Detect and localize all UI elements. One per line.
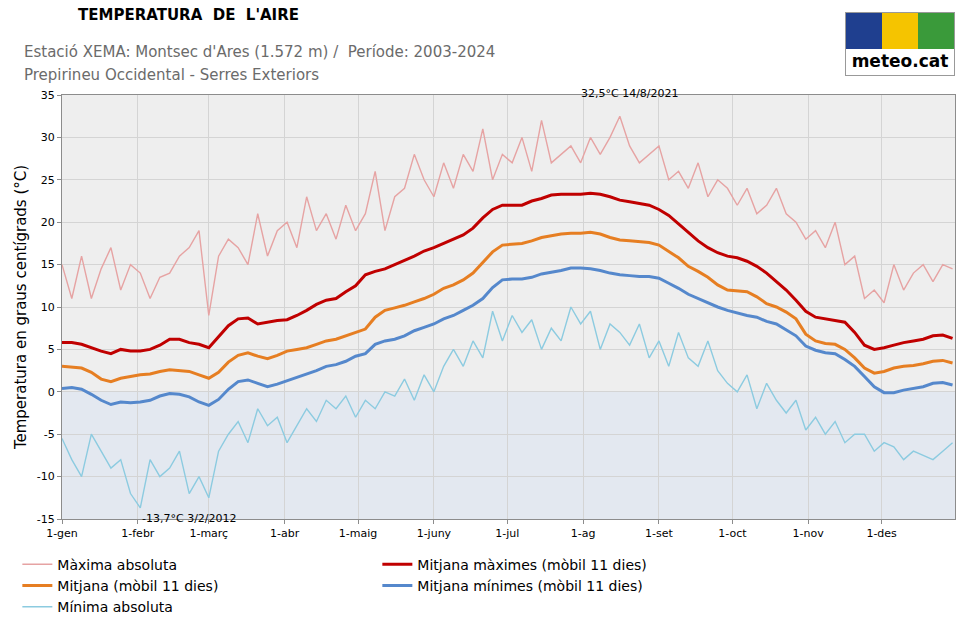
svg-text:-5: -5 [44, 428, 55, 441]
svg-text:1-març: 1-març [189, 527, 228, 540]
svg-text:1-ag: 1-ag [571, 527, 596, 540]
svg-text:10: 10 [41, 301, 55, 314]
html-text:meteo.cat: meteo.cat [851, 51, 949, 71]
svg-text:1-des: 1-des [866, 527, 897, 540]
svg-text:Màxima absoluta: Màxima absoluta [57, 557, 177, 573]
svg-text:1-jul: 1-jul [495, 527, 519, 540]
svg-text:Mitjana (mòbil 11 dies): Mitjana (mòbil 11 dies) [57, 578, 218, 594]
svg-text:1-febr: 1-febr [121, 527, 155, 540]
svg-text:25: 25 [41, 174, 55, 187]
svg-text:1-maig: 1-maig [339, 527, 377, 540]
svg-text:1-gen: 1-gen [46, 527, 78, 540]
svg-text:Temperatura en graus centígrad: Temperatura en graus centígrads (°C) [12, 165, 30, 450]
svg-text:1-nov: 1-nov [793, 527, 825, 540]
svg-text:35: 35 [41, 89, 55, 102]
svg-text:32,5°C 14/8/2021: 32,5°C 14/8/2021 [581, 87, 679, 100]
svg-text:Mínima absoluta: Mínima absoluta [57, 599, 173, 615]
svg-text:30: 30 [41, 131, 55, 144]
svg-text:TEMPERATURA DE L'AIRE: TEMPERATURA DE L'AIRE [78, 6, 299, 24]
svg-text:1-juny: 1-juny [417, 527, 452, 540]
svg-text:-15: -15 [37, 513, 55, 526]
svg-text:Prepirineu Occidental - Serres: Prepirineu Occidental - Serres Exteriors [24, 66, 319, 84]
svg-text:20: 20 [41, 216, 55, 229]
svg-text:Mitjana màximes (mòbil 11 dies: Mitjana màximes (mòbil 11 dies) [417, 557, 646, 573]
svg-text:1-oct: 1-oct [718, 527, 747, 540]
svg-text:1-abr: 1-abr [270, 527, 300, 540]
svg-text:Mitjana mínimes (mòbil 11 dies: Mitjana mínimes (mòbil 11 dies) [417, 578, 642, 594]
svg-text:15: 15 [41, 258, 55, 271]
svg-text:1-set: 1-set [645, 527, 673, 540]
svg-text:-13,7°C 3/2/2012: -13,7°C 3/2/2012 [142, 512, 237, 525]
svg-text:0: 0 [48, 386, 55, 399]
svg-text:5: 5 [48, 343, 55, 356]
svg-text:-10: -10 [37, 470, 55, 483]
svg-text:Estació XEMA: Montsec d'Ares (: Estació XEMA: Montsec d'Ares (1.572 m) /… [24, 43, 495, 61]
